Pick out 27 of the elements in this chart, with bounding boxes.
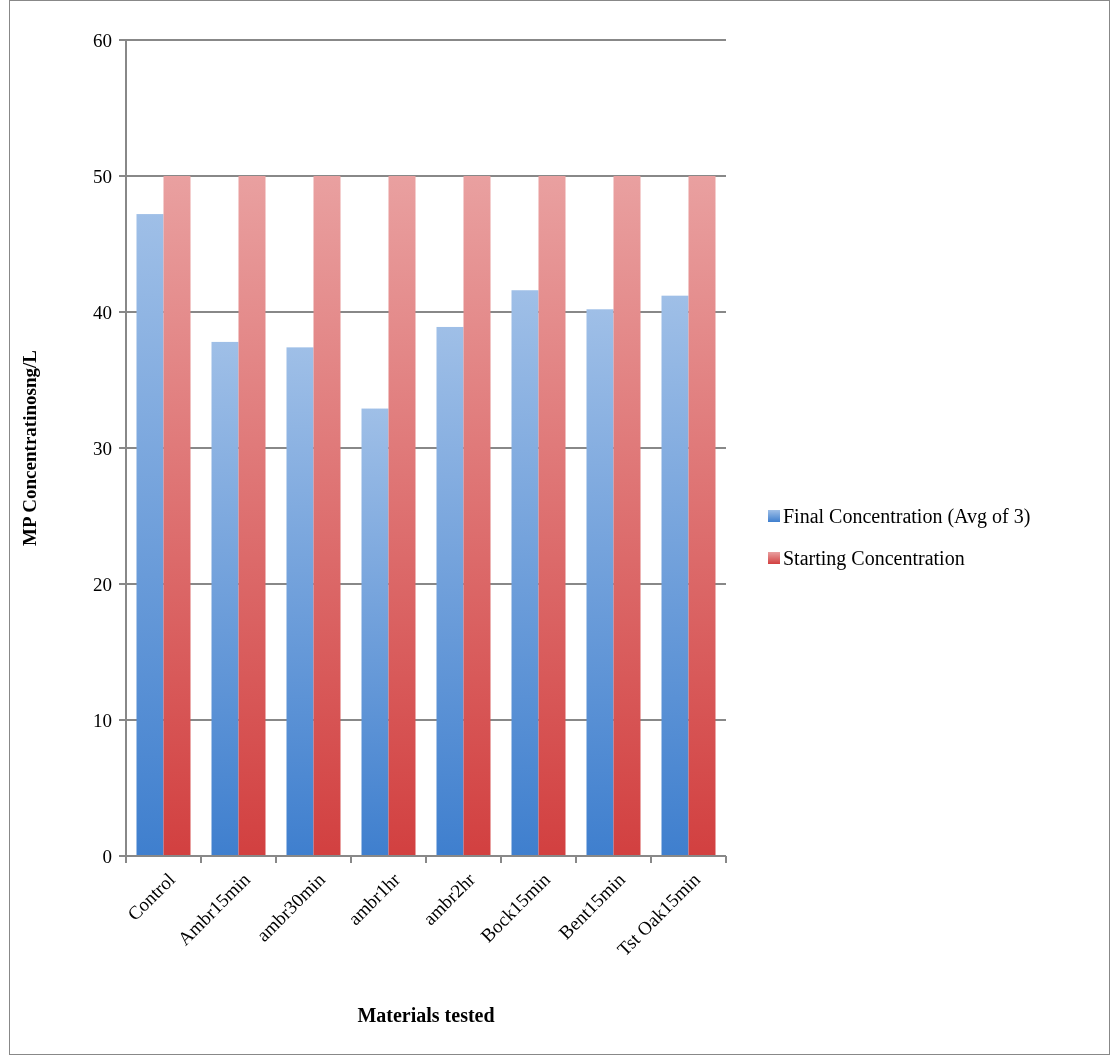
y-tick-label: 50 xyxy=(93,165,112,187)
bar xyxy=(361,408,389,856)
y-tick-label: 20 xyxy=(93,573,112,595)
bar xyxy=(286,347,314,856)
legend-label: Starting Concentration xyxy=(783,547,965,570)
y-tick-label: 60 xyxy=(93,29,112,51)
bar xyxy=(613,176,641,856)
bar xyxy=(163,176,191,856)
bar xyxy=(463,176,491,856)
bar xyxy=(238,176,266,856)
y-tick-label: 30 xyxy=(93,437,112,459)
bar xyxy=(136,214,164,856)
x-axis-title: Materials tested xyxy=(357,1004,495,1026)
bar xyxy=(313,176,341,856)
bar xyxy=(211,341,239,856)
bar xyxy=(538,176,566,856)
legend-label: Final Concentration (Avg of 3) xyxy=(783,505,1031,528)
y-axis-title: MP Concentratinosng/L xyxy=(19,350,40,546)
bar xyxy=(511,290,539,856)
y-tick-label: 10 xyxy=(93,709,112,731)
y-tick-label: 40 xyxy=(93,301,112,323)
bar xyxy=(388,176,416,856)
bar xyxy=(436,326,464,856)
bar xyxy=(688,176,716,856)
bar xyxy=(586,309,614,856)
y-tick-label: 0 xyxy=(102,845,112,867)
bar xyxy=(661,295,689,856)
